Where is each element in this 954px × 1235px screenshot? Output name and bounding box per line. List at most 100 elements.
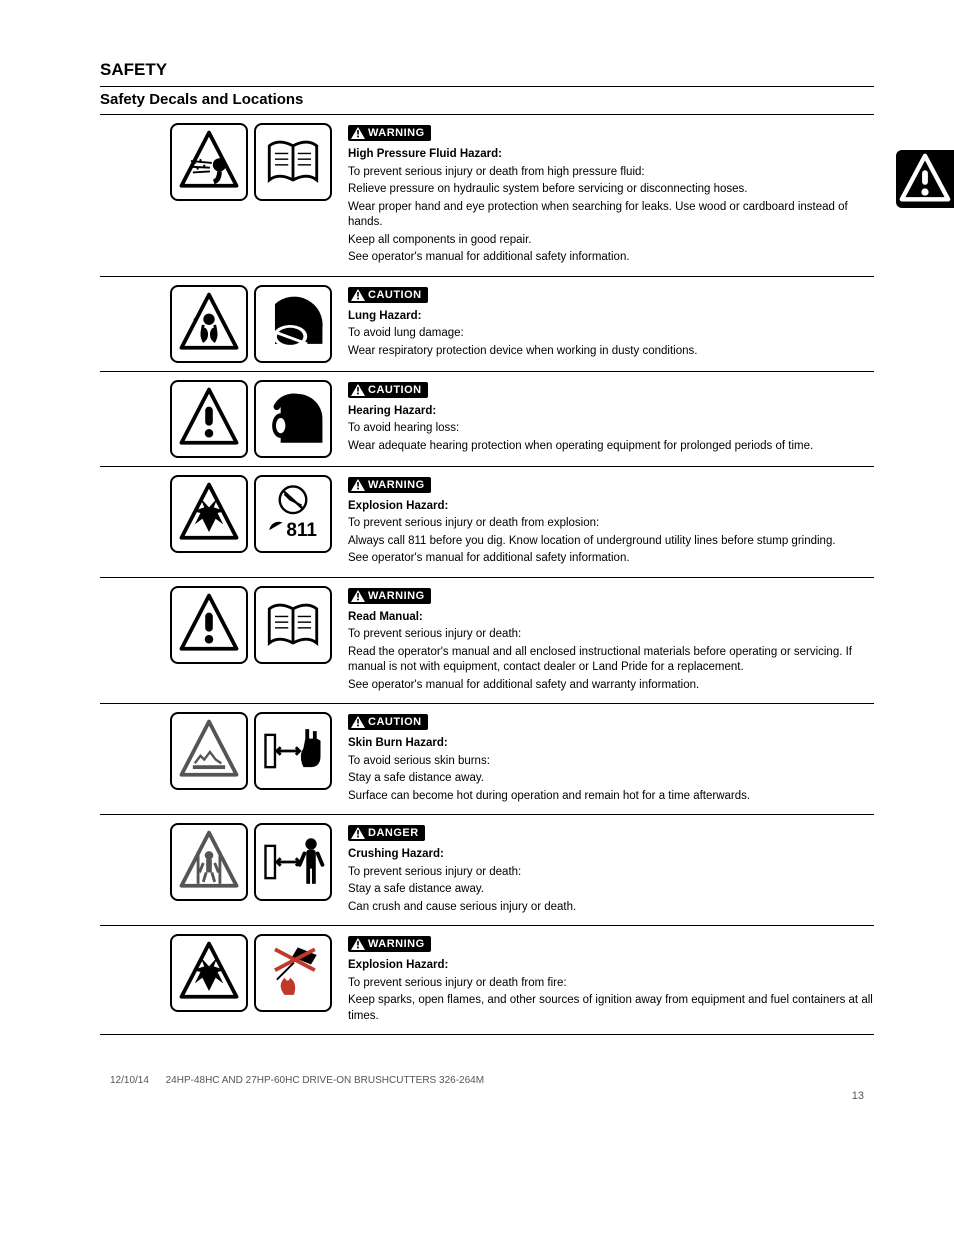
hazard-line: See operator's manual for additional saf… [348,250,874,266]
no-spray-fire-icon [256,936,330,1010]
hazard-line: Keep sparks, open flames, and other sour… [348,993,874,1024]
picto-group: 811 [170,475,332,553]
action-picto [254,285,332,363]
footer-date: 12/10/14 [110,1075,149,1086]
hazard-text: Read Manual: To prevent serious injury o… [348,610,874,694]
hazard-line: Stay a safe distance away. [348,882,874,898]
respirator-mask-icon [256,287,330,361]
signal-badge-warning: WARNING [348,588,431,604]
action-picto [254,380,332,458]
svg-text:811: 811 [286,519,317,540]
footer-doc: 24HP-48HC AND 27HP-60HC DRIVE-ON BRUSHCU… [166,1075,484,1086]
signal-word: WARNING [368,127,425,139]
fluid-spray-icon [172,125,246,199]
hazard-picto [170,475,248,553]
explosion-icon [172,477,246,551]
hazard-line: Can crush and cause serious injury or de… [348,900,874,916]
hazard-text: Explosion Hazard: To prevent serious inj… [348,499,874,567]
hazard-body: WARNING High Pressure Fluid Hazard: To p… [332,123,874,268]
keep-distance-hand-icon [256,714,330,788]
hazard-body: CAUTION Hearing Hazard: To avoid hearing… [332,380,874,457]
signal-badge-warning: WARNING [348,125,431,141]
hazard-body: CAUTION Lung Hazard: To avoid lung damag… [332,285,874,362]
hazard-picto [170,823,248,901]
picto-group [170,823,332,901]
hazard-line: To prevent serious injury or death from … [348,516,874,532]
hazard-text: Lung Hazard: To avoid lung damage: Wear … [348,309,874,360]
side-tab-safety [896,150,954,208]
hazard-body: DANGER Crushing Hazard: To prevent serio… [332,823,874,917]
signal-badge-caution: CAUTION [348,714,428,730]
picto-group [170,380,332,458]
hazard-title: Hearing Hazard: [348,405,436,417]
hazard-line: Wear proper hand and eye protection when… [348,200,874,231]
general-warning-icon [172,382,246,456]
action-picto: 811 [254,475,332,553]
hazard-row: CAUTION Skin Burn Hazard: To avoid serio… [100,704,874,815]
hazard-text: Hearing Hazard: To avoid hearing loss: W… [348,404,874,455]
read-manual-icon [256,125,330,199]
hazard-line: Relieve pressure on hydraulic system bef… [348,182,874,198]
hazard-title: Lung Hazard: [348,310,421,322]
page-title: SAFETY [100,60,874,80]
signal-word: DANGER [368,827,419,839]
hazard-text: Explosion Hazard: To prevent serious inj… [348,958,874,1024]
hazard-picto [170,285,248,363]
hazard-picto [170,712,248,790]
hazard-picto [170,380,248,458]
signal-badge-caution: CAUTION [348,287,428,303]
hazard-title: Explosion Hazard: [348,500,448,512]
picto-group [170,586,332,664]
hazard-body: WARNING Explosion Hazard: To prevent ser… [332,934,874,1026]
hazard-title: Crushing Hazard: [348,848,444,860]
hazard-line: To prevent serious injury or death from … [348,165,874,181]
hazard-title: Skin Burn Hazard: [348,737,448,749]
hazard-body: WARNING Read Manual: To prevent serious … [332,586,874,696]
hazard-row: CAUTION Lung Hazard: To avoid lung damag… [100,277,874,372]
hazard-title: Explosion Hazard: [348,959,448,971]
signal-badge-danger: DANGER [348,825,425,841]
rule [100,86,874,87]
picto-group [170,934,332,1012]
action-picto [254,123,332,201]
hazard-line: To prevent serious injury or death: [348,627,874,643]
signal-word: WARNING [368,479,425,491]
hazard-row: 811 WARNING Explosion Hazard: To prevent… [100,467,874,578]
picto-group [170,712,332,790]
crushing-body-icon [172,825,246,899]
hot-surface-hand-icon [172,714,246,788]
hazard-row: DANGER Crushing Hazard: To prevent serio… [100,815,874,926]
explosion-icon [172,936,246,1010]
signal-word: CAUTION [368,289,422,301]
footer: 12/10/14 24HP-48HC AND 27HP-60HC DRIVE-O… [100,1075,874,1086]
signal-word: WARNING [368,590,425,602]
signal-word: WARNING [368,938,425,950]
signal-triangle-icon [351,590,365,602]
signal-badge-warning: WARNING [348,477,431,493]
keep-distance-person-icon [256,825,330,899]
signal-triangle-icon [351,384,365,396]
signal-word: CAUTION [368,384,422,396]
hazard-line: To avoid lung damage: [348,326,874,342]
signal-triangle-icon [351,127,365,139]
hazard-title: Read Manual: [348,611,423,623]
hazard-row: WARNING High Pressure Fluid Hazard: To p… [100,115,874,277]
hazard-picto [170,934,248,1012]
hazard-row: CAUTION Hearing Hazard: To avoid hearing… [100,372,874,467]
page-number: 13 [100,1090,874,1102]
signal-badge-warning: WARNING [348,936,431,952]
hazard-body: WARNING Explosion Hazard: To prevent ser… [332,475,874,569]
signal-triangle-icon [351,938,365,950]
hazard-line: To prevent serious injury or death: [348,865,874,881]
action-picto [254,712,332,790]
hazard-line: See operator's manual for additional saf… [348,551,874,567]
hazard-title: High Pressure Fluid Hazard: [348,148,502,160]
signal-word: CAUTION [368,716,422,728]
section-title: Safety Decals and Locations [100,91,874,108]
hazard-line: To avoid hearing loss: [348,421,874,437]
hazard-line: To avoid serious skin burns: [348,754,874,770]
hazard-line: Wear respiratory protection device when … [348,344,874,360]
warning-triangle-icon [896,150,954,208]
read-manual-icon [256,588,330,662]
lung-dust-icon [172,287,246,361]
